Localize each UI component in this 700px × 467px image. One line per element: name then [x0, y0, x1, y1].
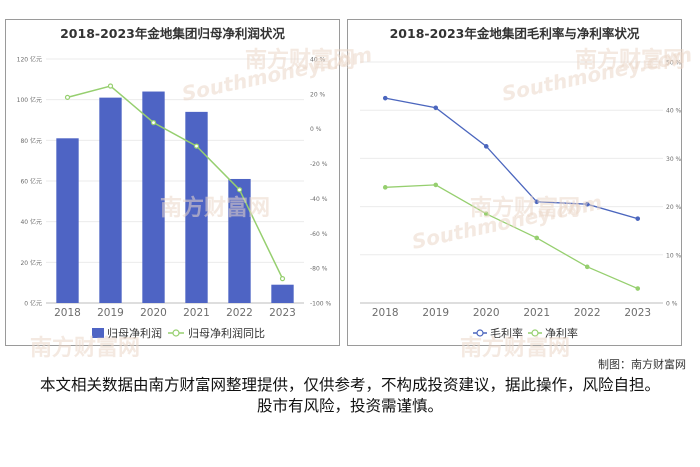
net-profit-chart-title: 2018-2023年金地集团归母净利润状况	[60, 26, 285, 41]
chart-credit: 制图：南方财富网	[598, 358, 686, 371]
point-yoy	[279, 276, 286, 282]
margin-chart-panel: 2018-2023年金地集团毛利率与净利率状况 0 % 10 % 20 % 30 % 4…	[347, 19, 682, 346]
bar-net-profit	[99, 97, 122, 303]
legend-marker-yoy	[172, 329, 180, 337]
x-tick-label: 2018	[54, 307, 81, 319]
y-right-tick-label: 0 %	[666, 301, 678, 308]
y-left-tick-label: 120 亿元	[17, 56, 42, 64]
x-tick-label: 2022	[574, 307, 601, 319]
bar-net-profit	[56, 138, 79, 303]
legend-marker-gross-margin	[476, 329, 484, 337]
y-right-tick-label: -40 %	[310, 196, 328, 203]
y-left-tick-label: 20 亿元	[20, 259, 42, 267]
y-right-tick-label: -20 %	[310, 161, 328, 168]
point-gross-margin	[584, 201, 590, 207]
x-tick-label: 2021	[183, 307, 210, 319]
x-tick-label: 2023	[624, 307, 651, 319]
legend-label-gross-margin: 毛利率	[490, 326, 523, 340]
disclaimer-text: 本文相关数据由南方财富网整理提供，仅供参考，不构成投资建议，据此操作，风险自担。…	[40, 376, 661, 415]
margin-chart-title: 2018-2023年金地集团毛利率与净利率状况	[389, 26, 640, 41]
x-tick-label: 2021	[523, 307, 550, 319]
bar-net-profit	[271, 284, 294, 303]
y-right-tick-label: -100 %	[310, 301, 332, 308]
margin-chart: 0 % 10 % 20 % 30 % 40 % 50 % 2018 2019 2020 2021 2…	[360, 60, 681, 340]
bar-net-profit	[142, 91, 165, 304]
legend-marker-net-margin	[531, 329, 539, 337]
point-gross-margin	[382, 95, 388, 101]
y-left-tick-label: 100 亿元	[17, 96, 42, 104]
y-right-tick-label: 10 %	[666, 252, 681, 259]
y-right-tick-label: 0 %	[310, 126, 322, 133]
point-net-margin	[382, 185, 388, 190]
series-line-gross-margin	[385, 97, 638, 220]
y-right-tick-label: 30 %	[666, 156, 681, 163]
x-tick-label: 2022	[226, 307, 253, 319]
y-right-tick-label: 20 %	[666, 204, 681, 211]
y-left-tick-label: 40 亿元	[20, 218, 42, 226]
y-right-tick-label: 20 %	[310, 91, 326, 98]
point-gross-margin	[483, 144, 489, 149]
y-right-tick-label: 50 %	[666, 60, 681, 67]
legend-label-net-profit: 归母净利润	[107, 326, 162, 340]
legend-label-net-margin: 净利率	[545, 326, 578, 340]
point-yoy	[236, 187, 243, 193]
legend-swatch-net-profit	[92, 328, 104, 338]
series-line-net-margin	[385, 184, 639, 290]
y-right-tick-label: -60 %	[310, 231, 328, 238]
bar-net-profit	[228, 178, 251, 303]
y-right-tick-label: -80 %	[310, 266, 328, 273]
y-right-tick-label: 40 %	[666, 108, 681, 115]
x-tick-label: 2019	[97, 307, 124, 319]
x-tick-label: 2020	[140, 307, 167, 319]
point-net-margin	[433, 182, 439, 188]
point-yoy	[150, 120, 157, 126]
x-tick-label: 2018	[372, 307, 399, 319]
net-profit-chart: 0 亿元 20 亿元 40 亿元 60 亿元 80 亿元 100 亿元 120 亿元 -100…	[17, 56, 332, 341]
point-gross-margin	[534, 199, 540, 205]
x-tick-label: 2023	[269, 307, 296, 319]
legend-label-yoy: 归母净利润同比	[188, 326, 265, 340]
net-profit-chart-panel: 2018-2023年金地集团归母净利润状况 0 亿元 20 亿元 40 亿元 60 亿…	[5, 19, 340, 346]
point-yoy	[193, 143, 200, 149]
point-gross-margin	[433, 105, 439, 111]
y-left-tick-label: 0 亿元	[24, 300, 42, 308]
x-tick-label: 2019	[422, 307, 449, 319]
series-line-yoy	[67, 85, 284, 279]
x-tick-label: 2020	[473, 307, 500, 319]
y-left-tick-label: 80 亿元	[20, 137, 42, 145]
point-yoy	[64, 94, 71, 100]
point-net-margin	[584, 264, 590, 270]
point-yoy	[107, 83, 114, 89]
bar-net-profit	[185, 111, 208, 303]
point-gross-margin	[635, 216, 641, 221]
y-left-tick-label: 60 亿元	[20, 178, 42, 186]
point-net-margin	[635, 286, 641, 291]
y-right-tick-label: 40 %	[310, 57, 326, 64]
point-net-margin	[483, 211, 489, 217]
point-net-margin	[534, 235, 540, 241]
